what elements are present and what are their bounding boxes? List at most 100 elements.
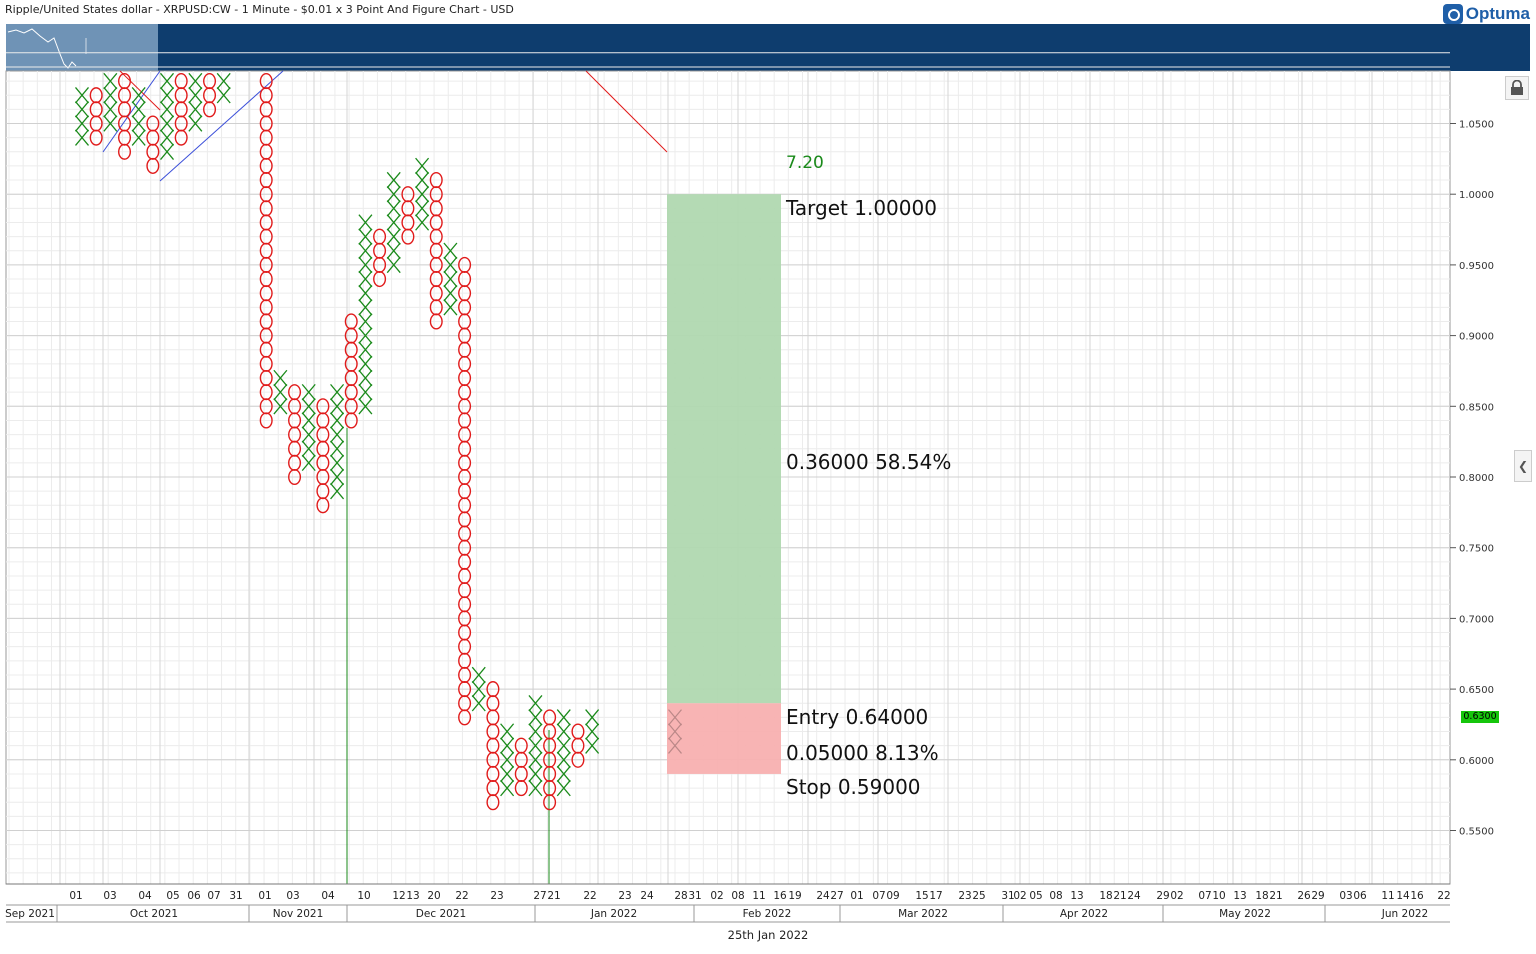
pnf-x-mark [160, 115, 175, 132]
risk-label: 0.05000 8.13% [786, 741, 939, 765]
x-day-label: 03 [103, 890, 116, 902]
lock-icon [1511, 80, 1523, 95]
pnf-x-mark [528, 723, 543, 740]
pnf-o-mark [401, 186, 415, 203]
pnf-x-mark [273, 383, 288, 401]
x-day-label: 06 [187, 890, 201, 902]
pnf-x-mark [301, 454, 316, 472]
pnf-x-mark [103, 72, 118, 90]
x-month-label: Mar 2022 [898, 908, 948, 920]
x-month-label: Apr 2022 [1060, 908, 1108, 920]
x-day-label: 31 [688, 890, 701, 902]
x-day-label: 24 [816, 890, 830, 902]
x-day-label: 10 [357, 890, 370, 902]
pnf-x-mark [500, 765, 515, 783]
pnf-x-mark [358, 270, 373, 288]
entry-label: Entry 0.64000 [786, 705, 928, 729]
pnf-x-mark [160, 129, 175, 146]
pnf-x-mark [216, 87, 231, 104]
x-day-label: 04 [321, 890, 335, 902]
pnf-x-mark [556, 709, 571, 726]
pnf-x-mark [301, 426, 316, 443]
x-day-label: 14 [1396, 890, 1410, 902]
pnf-x-mark [585, 709, 600, 726]
x-day-label: 28 [674, 890, 687, 902]
x-day-label: 29 [1156, 890, 1169, 902]
collapse-panel-button[interactable]: ❮ [1514, 450, 1532, 482]
pnf-x-mark [358, 355, 373, 373]
y-tick-label: 1.0000 [1459, 190, 1494, 201]
x-day-label: 08 [1049, 890, 1062, 902]
pnf-x-mark [216, 72, 231, 90]
pnf-x-mark [75, 129, 89, 146]
y-tick-label: 0.8500 [1459, 402, 1494, 413]
pnf-x-mark [330, 468, 345, 486]
pnf-x-mark [160, 101, 175, 118]
lock-button[interactable] [1505, 76, 1529, 100]
x-month-label: Oct 2021 [130, 908, 178, 920]
pnf-x-mark [188, 87, 203, 104]
x-day-label: 19 [788, 890, 801, 902]
pnf-x-mark [330, 398, 345, 415]
pnf-x-mark [556, 737, 571, 754]
x-day-label: 09 [886, 890, 899, 902]
pnf-x-mark [301, 383, 316, 401]
pnf-x-mark [386, 186, 401, 203]
pnf-x-mark [443, 256, 458, 274]
pnf-x-mark [386, 200, 401, 217]
pnf-x-mark [415, 214, 430, 231]
x-day-label: 15 [915, 890, 928, 902]
pnf-x-mark [188, 72, 203, 90]
pnf-o-mark [203, 73, 217, 90]
pnf-x-mark [160, 72, 175, 90]
pnf-x-mark [358, 341, 373, 358]
pnf-x-mark [556, 751, 571, 768]
stop-zone [667, 703, 781, 774]
x-day-label: 31 [1001, 890, 1014, 902]
pnf-x-mark [443, 284, 458, 302]
y-tick-label: 0.6500 [1459, 685, 1494, 696]
pnf-o-mark [344, 313, 358, 330]
pnf-x-mark [188, 115, 203, 132]
pnf-x-mark [471, 680, 486, 698]
pnf-x-mark [471, 666, 486, 684]
pnf-x-mark [330, 482, 345, 500]
x-month-label: Jan 2022 [590, 908, 637, 920]
pnf-x-mark [500, 779, 515, 797]
pnf-x-mark [585, 723, 600, 740]
current-price-tag: 0.6300 [1461, 711, 1499, 723]
x-day-label: 23 [958, 890, 971, 902]
pnf-x-mark [528, 695, 543, 712]
overview-thumbnail[interactable] [6, 24, 158, 71]
pnf-x-mark [188, 101, 203, 118]
pnf-x-mark [301, 398, 316, 415]
x-day-label: 07 [1198, 890, 1211, 902]
pnf-o-mark [316, 398, 330, 415]
pnf-x-mark [301, 412, 316, 429]
pnf-x-mark [500, 723, 515, 740]
pnf-x-mark [301, 440, 316, 457]
pnf-x-mark [131, 87, 146, 104]
x-day-label: 04 [138, 890, 152, 902]
pnf-x-mark [528, 765, 543, 783]
x-day-label: 25 [972, 890, 985, 902]
pnf-x-mark [358, 242, 373, 259]
pnf-x-mark [556, 765, 571, 783]
x-day-label: 20 [427, 890, 440, 902]
pnf-x-mark [273, 369, 288, 387]
pnf-x-mark [330, 412, 345, 429]
pnf-o-mark [118, 73, 132, 90]
x-day-label: 21 [1269, 890, 1282, 902]
x-month-label: Nov 2021 [273, 908, 324, 920]
pnf-x-mark [103, 87, 118, 104]
pnf-x-mark [386, 228, 401, 245]
pnf-x-mark-pending [668, 723, 682, 740]
x-day-label: 22 [583, 890, 596, 902]
pnf-x-mark [330, 440, 345, 457]
pnf-x-mark [386, 171, 401, 189]
x-day-label: 08 [731, 890, 744, 902]
pnf-x-mark [273, 398, 288, 415]
pnf-x-mark [160, 143, 175, 160]
x-day-label: 02 [1013, 890, 1026, 902]
